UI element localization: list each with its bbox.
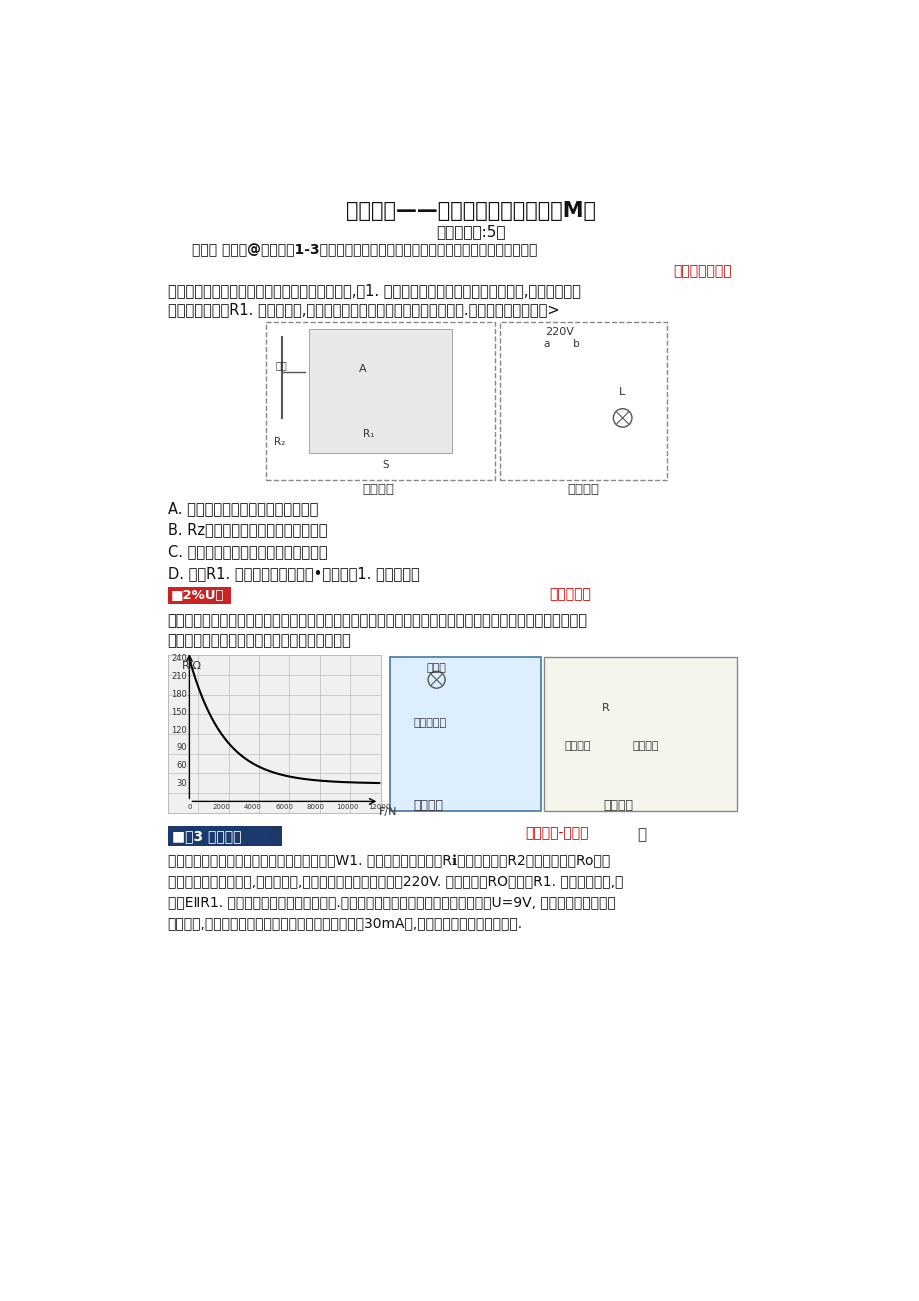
Text: R/Ω: R/Ω [181, 661, 201, 671]
Text: 240: 240 [171, 654, 187, 664]
Text: 定量计算-连线型: 定量计算-连线型 [525, 826, 588, 840]
Text: 弹笪: 弹笪 [275, 360, 287, 371]
Text: A. 电感继电器利用电磁感应原理工作: A. 电感继电器利用电磁感应原理工作 [167, 501, 318, 516]
Bar [167, 826, 282, 846]
Text: 光控开关: 光控开关 [632, 742, 659, 751]
Text: R: R [601, 703, 608, 713]
Text: 10000: 10000 [336, 804, 358, 809]
Text: （组兴月考）如图为一款「智能照明灯」的电路,灯1. 天晴时自动发光天亮时自动烛灯灤灯,控制电路中，: （组兴月考）如图为一款「智能照明灯」的电路,灯1. 天晴时自动发光天亮时自动烛灯… [167, 284, 580, 298]
Text: 8000: 8000 [307, 804, 324, 809]
Text: 90: 90 [176, 743, 187, 752]
Text: a       b: a b [543, 338, 579, 349]
Bar [390, 657, 540, 811]
Text: 12000: 12000 [368, 804, 390, 809]
Text: 2000: 2000 [212, 804, 230, 809]
Text: 电源电压恒定，R1. 为定位电阱,以为光敏电阱，具阱色随光照强度而变化.下列说法正确的是（>: 电源电压恒定，R1. 为定位电阱,以为光敏电阱，具阱色随光照强度而变化.下列说法… [167, 302, 559, 317]
Text: B. Rz的阳假的光照强变的增大而增大: B. Rz的阳假的光照强变的增大而增大 [167, 523, 327, 537]
Text: （杭州期中）小明利用实验室的电磁维电器、W1. 値随温度变化的电阱Rℹ、滑动变阴器R2、发热电阱当Ro设计: （杭州期中）小明利用实验室的电磁维电器、W1. 値随温度变化的电阱Rℹ、滑动变阴… [167, 853, 609, 868]
Text: 0: 0 [187, 804, 191, 809]
Text: （组兴新昌县期中）小科设计了一种「闯红灯违规证据模拟记录器」，如图甲所示，拍摄照片模拟记录机动车: （组兴新昌县期中）小科设计了一种「闯红灯违规证据模拟记录器」，如图甲所示，拍摄照… [167, 614, 587, 628]
Text: 甲: 甲 [269, 827, 278, 842]
Text: 220V: 220V [545, 327, 573, 337]
Text: A: A [358, 364, 367, 373]
Text: 180: 180 [171, 690, 187, 699]
Bar [266, 321, 494, 480]
Text: 锐感电阱一定性: 锐感电阱一定性 [673, 264, 731, 278]
Text: 150: 150 [171, 708, 187, 717]
Text: 60: 60 [176, 761, 187, 770]
Text: R₁: R₁ [363, 429, 374, 440]
Text: 压敏电阱: 压敏电阱 [564, 742, 590, 751]
Text: 30: 30 [176, 779, 187, 788]
Text: 说明： 每道母@都配制了1-3道同案墨，帮财查漏补缺。母建裕案解析评比在补缺篇中。: 说明： 每道母@都配制了1-3道同案墨，帮财查漏补缺。母建裕案解析评比在补缺篇中… [192, 243, 538, 258]
Bar [500, 321, 666, 480]
Text: 乙是EⅡR1. 的阱伤的温度变化的关系曲线.电班继电器所在的控制电路的电源电压用U=9V, 电磁继电器战圈的电: 乙是EⅡR1. 的阱伤的温度变化的关系曲线.电班继电器所在的控制电路的电源电压用… [167, 895, 615, 909]
Text: L: L [618, 388, 624, 397]
Text: 受控电路: 受控电路 [567, 484, 599, 497]
Text: 阱可不计,通过实验测得当电磁继电器战圈的电流达到30mA时,电整继电帚的衔铁被吸下来.: 阱可不计,通过实验测得当电磁继电器战圈的电流达到30mA时,电整继电帚的衔铁被吸… [167, 916, 522, 930]
Bar [167, 656, 380, 813]
Text: ■2%U三: ■2%U三 [171, 589, 224, 602]
Bar [167, 587, 231, 604]
Text: 电控照相机: 电控照相机 [413, 718, 446, 729]
Text: C. 当光照覆度增大时，电压表示数增大: C. 当光照覆度增大时，电压表示数增大 [167, 544, 327, 559]
Text: ■第3 母题重温: ■第3 母题重温 [171, 829, 241, 843]
Text: 控制电路: 控制电路 [362, 484, 394, 497]
Text: 6000: 6000 [275, 804, 293, 809]
Text: 4000: 4000 [244, 804, 261, 809]
Text: 备战期中——电磁继电器专题（三三M）: 备战期中——电磁继电器专题（三三M） [346, 200, 596, 221]
Text: （母题，量:5）: （母题，量:5） [437, 224, 505, 239]
Text: D. 若符R1. 投成阱値特小的电阱•可缩短灯1. 的发光时间: D. 若符R1. 投成阱値特小的电阱•可缩短灯1. 的发光时间 [167, 566, 419, 580]
Bar [543, 657, 736, 811]
Text: R₂: R₂ [274, 437, 285, 448]
Bar [309, 329, 451, 453]
Text: 210: 210 [171, 673, 187, 682]
Text: 乙: 乙 [637, 827, 646, 842]
Text: 网红灯时的情景。清阀述该模拟器工作的原理。: 网红灯时的情景。清阀述该模拟器工作的原理。 [167, 634, 351, 648]
Text: F/N: F/N [379, 807, 397, 817]
Text: S: S [382, 461, 389, 470]
Text: 指示灯: 指示灯 [426, 662, 446, 673]
Text: 了一个恒温笱扯制电路,如图甲所示,恒温笱加热器的电海电压为220V. 加热电热裕RO和电阱R1. 处于恒调笱内,图: 了一个恒温笱扯制电路,如图甲所示,恒温笱加热器的电海电压为220V. 加热电热裕… [167, 874, 622, 889]
Text: 工作电路: 工作电路 [413, 799, 443, 812]
Text: 说理定性改: 说理定性改 [549, 587, 590, 601]
Text: 控制电路: 控制电路 [603, 799, 632, 812]
Text: 120: 120 [171, 726, 187, 735]
